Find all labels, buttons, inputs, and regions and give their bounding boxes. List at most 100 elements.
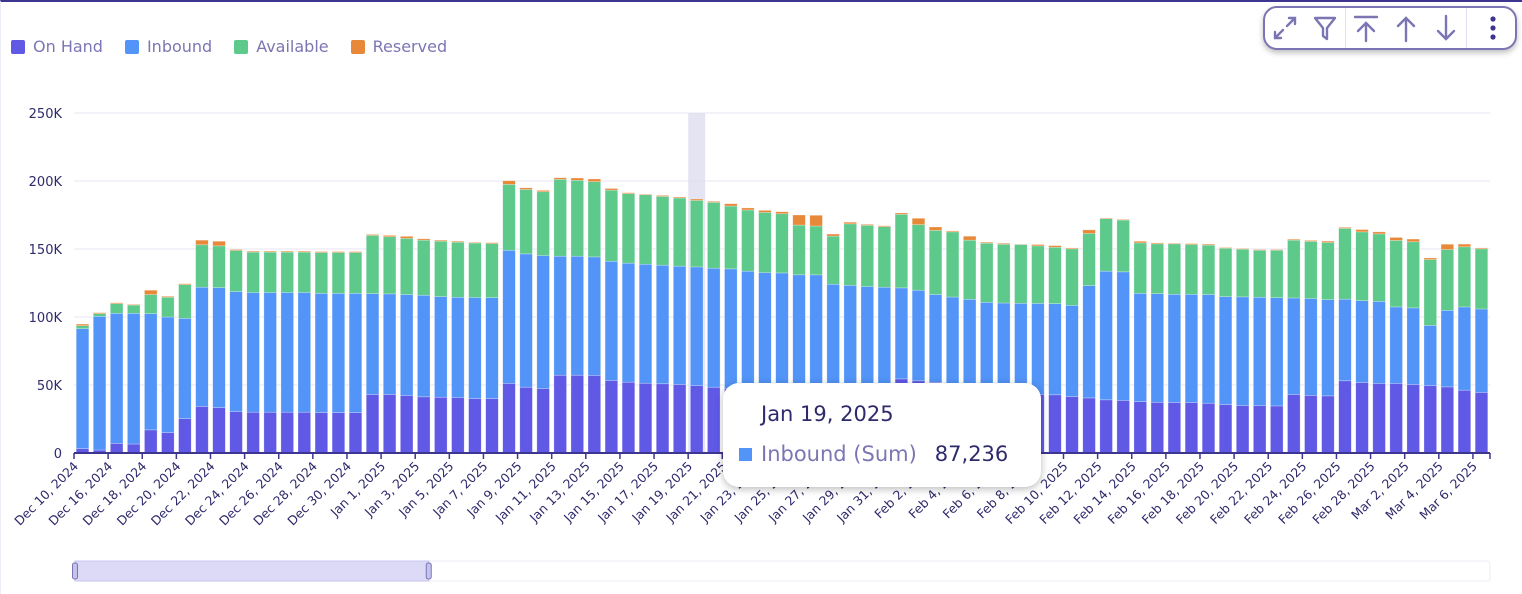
bar-on-hand[interactable] xyxy=(246,411,260,454)
bar-stack[interactable] xyxy=(1270,249,1284,454)
bar-available[interactable] xyxy=(1065,248,1079,306)
bar-reserved[interactable] xyxy=(1184,243,1199,245)
bar-available[interactable] xyxy=(1031,245,1045,304)
bar-on-hand[interactable] xyxy=(1082,397,1096,454)
bar-reserved[interactable] xyxy=(451,240,465,243)
bar-available[interactable] xyxy=(110,303,124,314)
bar-inbound[interactable] xyxy=(161,316,175,433)
bar-stack[interactable] xyxy=(348,251,363,454)
bar-stack[interactable] xyxy=(1065,247,1079,454)
bar-stack[interactable] xyxy=(1150,242,1164,454)
bar-stack[interactable] xyxy=(519,187,533,454)
bar-inbound[interactable] xyxy=(1287,297,1301,395)
bar-stack[interactable] xyxy=(1355,229,1369,454)
bar-on-hand[interactable] xyxy=(1065,396,1079,454)
bar-on-hand[interactable] xyxy=(1048,394,1062,454)
bar-available[interactable] xyxy=(1270,249,1284,298)
bar-inbound[interactable] xyxy=(1457,306,1472,391)
bar-reserved[interactable] xyxy=(195,239,209,246)
bar-inbound[interactable] xyxy=(468,297,482,399)
bar-on-hand[interactable] xyxy=(1355,382,1369,454)
bar-on-hand[interactable] xyxy=(110,443,124,454)
bar-stack[interactable] xyxy=(365,234,380,454)
bar-stack[interactable] xyxy=(553,177,567,454)
bar-on-hand[interactable] xyxy=(178,418,192,454)
bar-reserved[interactable] xyxy=(144,289,158,295)
bar-available[interactable] xyxy=(1338,228,1352,300)
bar-available[interactable] xyxy=(348,252,363,294)
bar-available[interactable] xyxy=(690,200,704,268)
bar-available[interactable] xyxy=(621,193,636,264)
bar-on-hand[interactable] xyxy=(553,374,567,454)
bar-inbound[interactable] xyxy=(1372,301,1386,384)
bar-stack[interactable] xyxy=(1253,249,1267,454)
bar-available[interactable] xyxy=(1457,246,1472,308)
bar-stack[interactable] xyxy=(570,177,584,454)
bar-available[interactable] xyxy=(1440,249,1454,311)
bar-on-hand[interactable] xyxy=(331,412,346,454)
bar-on-hand[interactable] xyxy=(195,406,209,454)
bar-stack[interactable] xyxy=(75,323,90,454)
bar-inbound[interactable] xyxy=(758,272,772,391)
bar-stack[interactable] xyxy=(331,251,346,454)
bar-stack[interactable] xyxy=(1236,248,1250,454)
bar-on-hand[interactable] xyxy=(1167,402,1181,454)
bar-on-hand[interactable] xyxy=(400,395,414,454)
bar-stack[interactable] xyxy=(468,242,482,454)
more-options-button[interactable] xyxy=(1473,8,1513,48)
bar-on-hand[interactable] xyxy=(536,388,550,454)
bar-reserved[interactable] xyxy=(75,323,90,327)
bar-available[interactable] xyxy=(1355,231,1369,301)
bar-reserved[interactable] xyxy=(673,196,687,199)
bar-stack[interactable] xyxy=(1457,243,1472,454)
bar-stack[interactable] xyxy=(212,240,226,454)
bar-stack[interactable] xyxy=(621,192,636,454)
bar-reserved[interactable] xyxy=(860,224,874,226)
bar-available[interactable] xyxy=(724,205,738,270)
bar-inbound[interactable] xyxy=(1321,299,1335,397)
brush-handle[interactable] xyxy=(72,562,78,580)
bar-reserved[interactable] xyxy=(980,241,994,244)
bar-on-hand[interactable] xyxy=(1440,386,1454,454)
bar-reserved[interactable] xyxy=(1457,243,1472,248)
bar-inbound[interactable] xyxy=(400,294,414,396)
bar-reserved[interactable] xyxy=(1116,219,1130,221)
bar-available[interactable] xyxy=(229,250,243,292)
bar-inbound[interactable] xyxy=(314,293,328,413)
bar-inbound[interactable] xyxy=(297,292,311,413)
bar-stack[interactable] xyxy=(297,250,311,454)
bar-inbound[interactable] xyxy=(570,255,584,376)
bar-inbound[interactable] xyxy=(110,313,124,444)
bar-stack[interactable] xyxy=(1116,219,1130,454)
bar-inbound[interactable] xyxy=(519,253,533,388)
bar-inbound[interactable] xyxy=(1440,310,1454,388)
bar-available[interactable] xyxy=(638,194,653,265)
bar-reserved[interactable] xyxy=(1218,247,1233,249)
bar-available[interactable] xyxy=(809,225,823,276)
bar-reserved[interactable] xyxy=(1355,229,1369,233)
bar-available[interactable] xyxy=(1253,249,1267,298)
bar-available[interactable] xyxy=(1167,243,1181,295)
bar-inbound[interactable] xyxy=(673,265,687,385)
bar-stack[interactable] xyxy=(1099,217,1113,454)
move-up-button[interactable] xyxy=(1386,8,1426,48)
bar-inbound[interactable] xyxy=(229,291,243,412)
bar-available[interactable] xyxy=(1287,239,1301,299)
move-down-button[interactable] xyxy=(1426,8,1466,48)
bar-inbound[interactable] xyxy=(280,292,294,413)
bar-available[interactable] xyxy=(485,243,499,298)
bar-on-hand[interactable] xyxy=(1287,394,1301,454)
bar-stack[interactable] xyxy=(690,198,704,454)
bar-on-hand[interactable] xyxy=(1304,395,1318,454)
bar-available[interactable] xyxy=(843,223,857,286)
bar-available[interactable] xyxy=(1218,247,1233,297)
bar-reserved[interactable] xyxy=(280,250,294,253)
bar-inbound[interactable] xyxy=(1167,293,1181,403)
bar-inbound[interactable] xyxy=(1423,325,1437,386)
bar-available[interactable] xyxy=(1099,218,1113,272)
bar-available[interactable] xyxy=(775,213,789,274)
bar-on-hand[interactable] xyxy=(297,411,311,454)
bar-inbound[interactable] xyxy=(1133,293,1147,402)
bar-available[interactable] xyxy=(655,196,670,266)
bar-inbound[interactable] xyxy=(980,302,994,387)
